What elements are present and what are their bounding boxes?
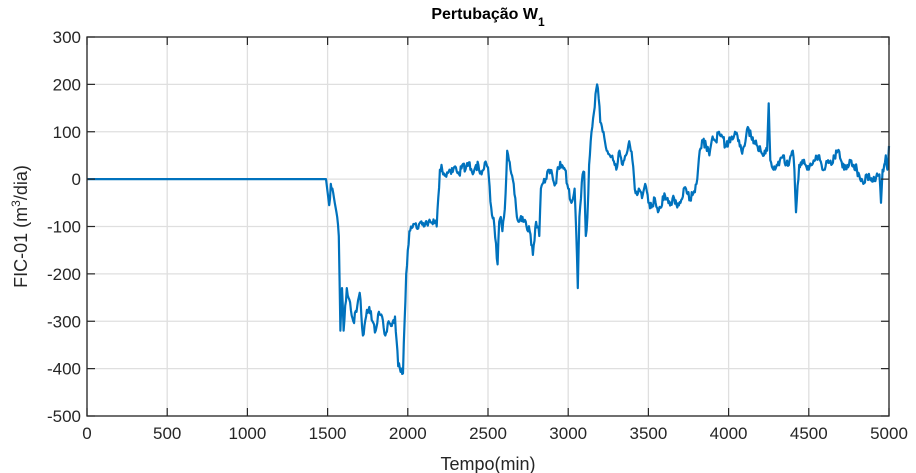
data-series bbox=[87, 83, 891, 375]
y-axis-label: FIC-01 (m3/dia) bbox=[9, 165, 31, 288]
y-tick-label: 200 bbox=[53, 75, 81, 94]
y-tick-label: -400 bbox=[47, 360, 81, 379]
x-tick-label: 1500 bbox=[309, 424, 347, 443]
x-tick-label: 3500 bbox=[629, 424, 667, 443]
y-tick-label: -500 bbox=[47, 407, 81, 426]
y-tick-label: -300 bbox=[47, 312, 81, 331]
y-tick-label: 100 bbox=[53, 123, 81, 142]
x-tick-label: 4500 bbox=[790, 424, 828, 443]
x-tick-label: 4000 bbox=[710, 424, 748, 443]
y-tick-label: 300 bbox=[53, 28, 81, 47]
x-tick-label: 2500 bbox=[469, 424, 507, 443]
x-tick-label: 3000 bbox=[549, 424, 587, 443]
x-tick-label: 5000 bbox=[870, 424, 908, 443]
chart-title: Pertubação W1 bbox=[431, 6, 545, 29]
y-tick-label: -200 bbox=[47, 265, 81, 284]
x-tick-label: 0 bbox=[82, 424, 91, 443]
series-line bbox=[87, 83, 891, 375]
y-axis-ticks: -500 -400 -300 -200 -100 0 100 200 300 bbox=[47, 28, 889, 426]
y-tick-label: 0 bbox=[72, 170, 81, 189]
x-tick-label: 1000 bbox=[228, 424, 266, 443]
y-tick-label: -100 bbox=[47, 218, 81, 237]
x-tick-label: 500 bbox=[153, 424, 181, 443]
x-axis-ticks: 0 500 1000 1500 2000 2500 3000 3500 4000 4500 5000 bbox=[82, 37, 908, 443]
x-axis-label: Tempo(min) bbox=[440, 454, 535, 473]
x-tick-label: 2000 bbox=[389, 424, 427, 443]
